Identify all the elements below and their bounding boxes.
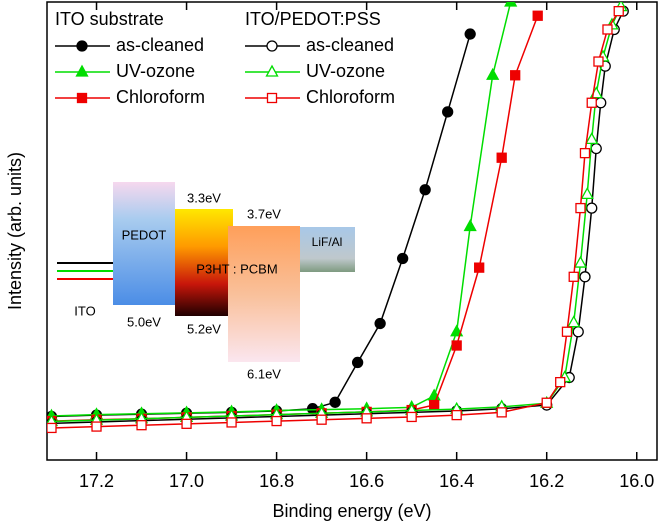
x-tick-label: 16.8 xyxy=(259,471,294,491)
series-line xyxy=(51,2,512,417)
marker xyxy=(396,252,409,265)
inset-label: 3.7eV xyxy=(247,206,281,221)
marker xyxy=(451,340,462,351)
marker xyxy=(595,97,607,109)
marker xyxy=(580,187,594,200)
inset-label: P3HT : PCBM xyxy=(196,261,277,276)
marker xyxy=(579,271,591,283)
marker xyxy=(613,6,624,17)
marker xyxy=(316,414,327,425)
marker xyxy=(306,403,319,415)
marker xyxy=(561,326,573,337)
pcbm-box xyxy=(228,226,300,362)
marker xyxy=(181,418,192,429)
legend-label: UV-ozone xyxy=(306,61,385,81)
marker xyxy=(590,142,602,155)
marker xyxy=(496,407,507,418)
x-tick-label: 16.0 xyxy=(619,471,654,491)
marker xyxy=(76,40,88,52)
y-axis-label: Intensity (arb. units) xyxy=(5,152,25,310)
marker xyxy=(504,2,518,7)
marker xyxy=(226,417,237,428)
marker xyxy=(567,315,581,328)
marker xyxy=(532,10,543,21)
inset-label: 5.2eV xyxy=(187,321,221,336)
marker xyxy=(91,421,102,432)
marker xyxy=(442,106,454,118)
inset-label: PEDOT xyxy=(122,227,167,242)
marker xyxy=(47,422,57,434)
marker xyxy=(136,420,147,431)
x-tick-label: 17.0 xyxy=(169,471,204,491)
marker xyxy=(575,202,586,214)
legend-label: Chloroform xyxy=(306,87,395,107)
marker xyxy=(374,317,386,330)
marker xyxy=(496,152,507,163)
inset-label: ITO xyxy=(74,303,95,318)
marker xyxy=(265,64,279,77)
marker xyxy=(586,202,598,214)
marker xyxy=(419,184,431,196)
x-tick-label: 16.4 xyxy=(439,471,474,491)
marker xyxy=(486,67,500,80)
marker xyxy=(76,92,88,104)
marker xyxy=(474,262,485,273)
inset-label: 5.0eV xyxy=(127,314,161,329)
marker xyxy=(464,28,476,40)
marker xyxy=(266,92,278,104)
marker xyxy=(451,409,462,421)
lif-box xyxy=(300,227,355,272)
marker xyxy=(463,219,477,232)
marker xyxy=(585,132,599,145)
inset-label: 3.3eV xyxy=(187,190,221,205)
marker xyxy=(361,413,372,424)
x-axis-label: Binding energy (eV) xyxy=(272,501,431,521)
legend-label: as-cleaned xyxy=(116,35,204,55)
marker xyxy=(602,24,613,35)
marker xyxy=(406,411,417,423)
legend-title: ITO substrate xyxy=(55,9,164,29)
x-tick-label: 16.2 xyxy=(529,471,564,491)
marker xyxy=(541,397,552,408)
marker xyxy=(510,70,521,81)
marker xyxy=(351,356,364,369)
inset-diagram: ITO PEDOT P3HT : PCBM LiF/Al 3.3eV 3.7eV… xyxy=(57,182,355,381)
inset-label: 6.1eV xyxy=(247,366,281,381)
plot-frame xyxy=(46,1,658,461)
marker xyxy=(271,415,282,427)
marker xyxy=(429,399,440,411)
marker xyxy=(450,324,464,337)
marker xyxy=(586,97,597,108)
x-tick-label: 17.2 xyxy=(79,471,114,491)
marker xyxy=(266,40,278,52)
marker xyxy=(573,255,588,268)
pedot-box xyxy=(113,182,175,305)
marker xyxy=(568,271,579,282)
plot-area xyxy=(47,2,629,434)
legend-title: ITO/PEDOT:PSS xyxy=(245,9,381,29)
inset-label: LiF/Al xyxy=(312,235,343,249)
marker xyxy=(329,396,341,408)
marker xyxy=(572,326,584,338)
p3ht-box xyxy=(175,209,233,316)
legend-label: as-cleaned xyxy=(306,35,394,55)
marker xyxy=(579,147,591,159)
marker xyxy=(75,64,89,77)
x-tick-label: 16.6 xyxy=(349,471,384,491)
marker xyxy=(593,56,604,67)
legend-label: UV-ozone xyxy=(116,61,195,81)
marker xyxy=(555,376,566,388)
legend-label: Chloroform xyxy=(116,87,205,107)
